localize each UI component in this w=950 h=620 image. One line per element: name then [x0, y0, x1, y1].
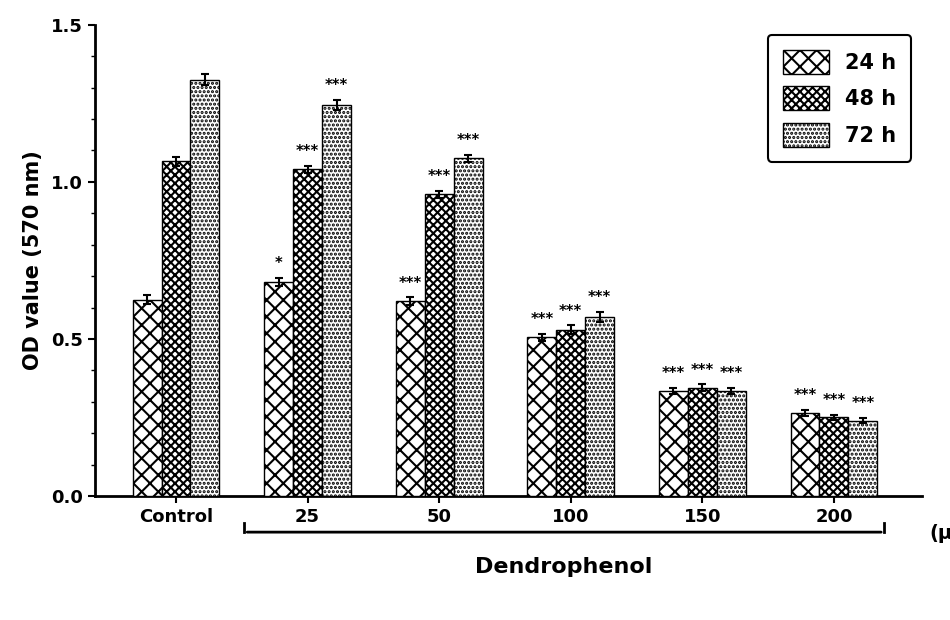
- Text: ***: ***: [457, 133, 480, 148]
- Bar: [717, 391, 746, 496]
- Text: (μM): (μM): [930, 525, 950, 543]
- Bar: [585, 317, 615, 496]
- Text: ***: ***: [662, 366, 685, 381]
- Text: ***: ***: [399, 275, 422, 291]
- Bar: [688, 388, 717, 496]
- Bar: [264, 282, 294, 496]
- Bar: [527, 337, 557, 496]
- Bar: [659, 391, 688, 496]
- Bar: [557, 329, 585, 496]
- Bar: [133, 299, 162, 496]
- Text: *: *: [275, 257, 282, 272]
- Text: ***: ***: [428, 169, 451, 184]
- Text: ***: ***: [720, 366, 743, 381]
- Text: ***: ***: [691, 363, 714, 378]
- Text: ***: ***: [325, 78, 348, 93]
- Bar: [162, 161, 190, 496]
- Bar: [396, 301, 425, 496]
- Text: ***: ***: [588, 290, 612, 305]
- Bar: [454, 158, 483, 496]
- Bar: [820, 417, 848, 496]
- Bar: [190, 80, 219, 496]
- Bar: [294, 169, 322, 496]
- Text: Dendrophenol: Dendrophenol: [476, 557, 653, 577]
- Legend: 24 h, 48 h, 72 h: 24 h, 48 h, 72 h: [769, 35, 911, 162]
- Text: ***: ***: [530, 312, 554, 327]
- Bar: [848, 420, 878, 496]
- Text: ***: ***: [560, 304, 582, 319]
- Text: ***: ***: [823, 393, 846, 408]
- Bar: [322, 105, 351, 496]
- Text: ***: ***: [793, 388, 817, 403]
- Text: ***: ***: [296, 144, 319, 159]
- Y-axis label: OD value (570 nm): OD value (570 nm): [23, 151, 43, 370]
- Text: ***: ***: [851, 396, 875, 411]
- Bar: [425, 195, 454, 496]
- Bar: [790, 413, 820, 496]
